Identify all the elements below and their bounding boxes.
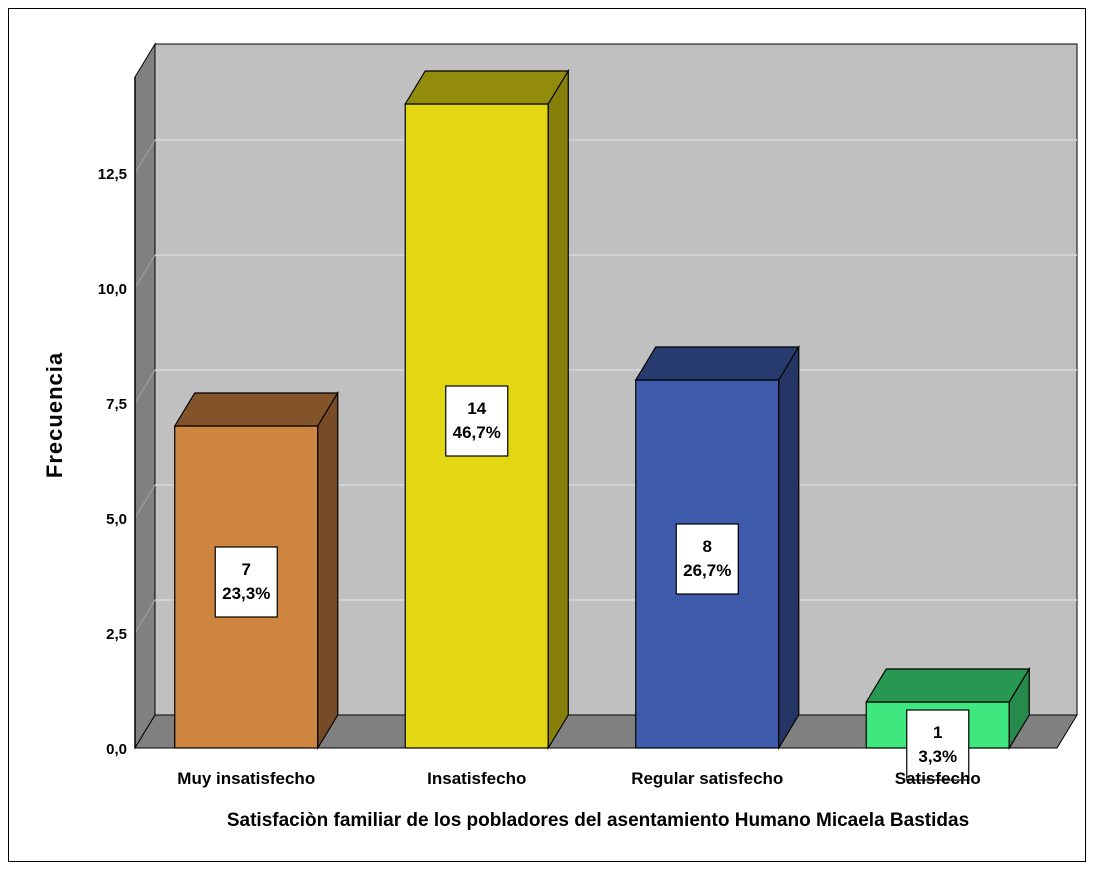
data-label-box — [214, 546, 278, 618]
data-label-percent: 3,3% — [918, 747, 957, 766]
bar-top — [404, 70, 570, 105]
bar-side — [778, 344, 800, 751]
gridline-side — [134, 139, 156, 174]
bar-top — [865, 668, 1031, 703]
bar-side — [1008, 666, 1030, 751]
bar: 8 26,7% — [634, 344, 800, 751]
gridline-side — [134, 599, 156, 634]
bars: 7 23,3% 14 46,7% 8 26,7% 1 3,3% — [173, 68, 1031, 781]
y-axis-title: Frecuencia — [42, 352, 67, 478]
y-tick-labels: 0,0 2,5 5,0 7,5 10,0 12,5 — [98, 166, 127, 758]
y-tick-label: 10,0 — [98, 281, 127, 298]
bar-side — [317, 390, 339, 751]
bar: 14 46,7% — [404, 68, 570, 751]
bar: 1 3,3% — [865, 666, 1031, 781]
bar-top — [173, 392, 339, 427]
bar-side — [547, 68, 569, 751]
y-tick-label: 5,0 — [106, 511, 127, 528]
data-label-box — [675, 523, 739, 595]
gridline-side — [134, 369, 156, 404]
data-label-percent: 46,7% — [453, 423, 501, 442]
bar: 7 23,3% — [173, 390, 339, 751]
data-label-count: 8 — [703, 537, 712, 556]
x-tick-label: Regular satisfecho — [631, 769, 783, 788]
data-label-percent: 23,3% — [222, 584, 270, 603]
y-tick-label: 2,5 — [106, 626, 127, 643]
x-tick-label: Muy insatisfecho — [177, 769, 315, 788]
y-tick-label: 7,5 — [106, 396, 127, 413]
gridline-side — [134, 254, 156, 289]
data-label-percent: 26,7% — [683, 561, 731, 580]
x-tick-labels: Muy insatisfecho Insatisfecho Regular sati… — [177, 769, 980, 788]
gridlines — [134, 139, 1077, 634]
data-label-count: 1 — [933, 723, 942, 742]
y-tick-label: 12,5 — [98, 166, 127, 183]
data-label-box — [445, 385, 509, 457]
chart-side-wall — [134, 42, 156, 750]
gridline-side — [134, 484, 156, 519]
data-label-box — [906, 709, 970, 781]
y-tick-label: 0,0 — [106, 741, 127, 758]
x-tick-label: Satisfecho — [895, 769, 981, 788]
data-label-count: 7 — [242, 560, 251, 579]
x-axis-title: Satisfaciòn familiar de los pobladores d… — [227, 810, 969, 831]
data-label-count: 14 — [467, 399, 486, 418]
x-tick-label: Insatisfecho — [427, 769, 526, 788]
bar-top — [634, 346, 800, 381]
